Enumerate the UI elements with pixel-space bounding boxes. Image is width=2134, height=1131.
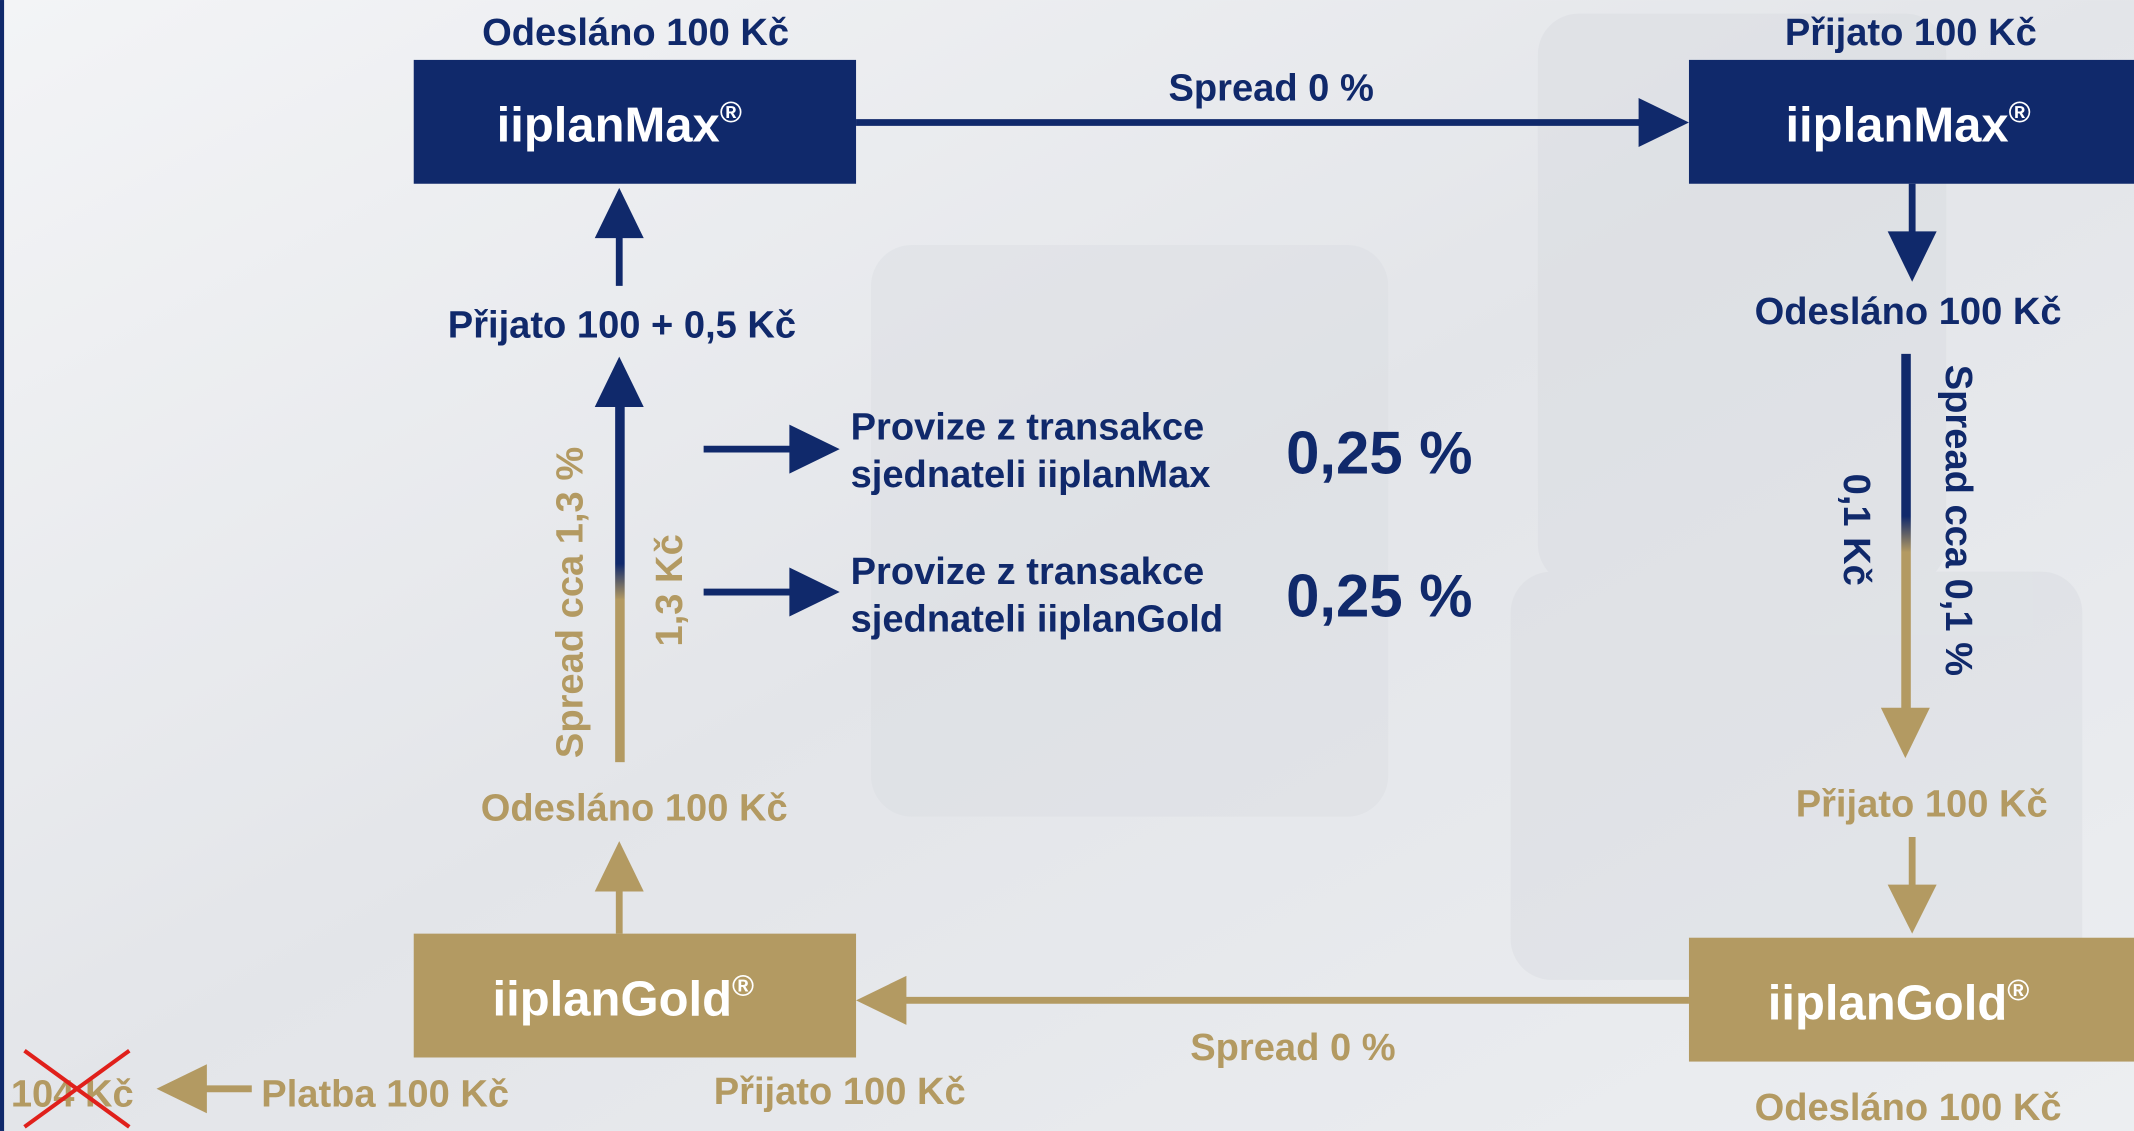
commission-rate: 0,25 % (1286, 563, 1472, 630)
label: Odesláno 100 Kč (1755, 291, 2062, 333)
label: Přijato 100 Kč (1785, 12, 2037, 54)
label: Odesláno 100 Kč (481, 788, 788, 830)
label: Přijato 100 Kč (714, 1071, 966, 1113)
label: Přijato 100 + 0,5 Kč (448, 305, 796, 347)
commission-rate: 0,25 % (1286, 420, 1472, 487)
box-name: iiplanMax (497, 99, 720, 153)
box-name: iiplanGold (1768, 976, 2007, 1030)
box-name: iiplanGold (493, 972, 732, 1026)
label: Přijato 100 Kč (1796, 784, 2048, 826)
box-label: iiplanMax® (1785, 97, 2030, 153)
reg-mark: ® (732, 970, 754, 1003)
page: iiplanMax® iiplanMax® iiplanGold® iiplan… (0, 0, 2134, 1131)
label-vertical: Spread cca 1,3 % (549, 447, 591, 758)
diagram: iiplanMax® iiplanMax® iiplanGold® iiplan… (0, 0, 2134, 1131)
label: Odesláno 100 Kč (1755, 1087, 2062, 1129)
label: Odesláno 100 Kč (482, 12, 789, 54)
reg-mark: ® (2007, 974, 2029, 1007)
box-label: iiplanGold® (493, 970, 755, 1026)
box-label: iiplanGold® (1768, 974, 2030, 1030)
label-vertical: 0,1 Kč (1835, 474, 1877, 586)
label-vertical: Spread cca 0,1 % (1937, 365, 1979, 676)
label-vertical: 1,3 Kč (649, 534, 691, 646)
label: Spread 0 % (1190, 1027, 1395, 1069)
box-name: iiplanMax (1785, 99, 2008, 153)
commission-line: sjednateli iiplanMax (851, 454, 1211, 496)
label: Spread 0 % (1168, 68, 1373, 110)
label: Platba 100 Kč (261, 1073, 509, 1115)
commission-line: sjednateli iiplanGold (851, 599, 1224, 641)
commission-line: Provize z transakce (851, 407, 1205, 449)
commission-line: Provize z transakce (851, 551, 1205, 593)
reg-mark: ® (720, 97, 742, 130)
reg-mark: ® (2009, 97, 2031, 130)
left-border (0, 0, 4, 1131)
box-label: iiplanMax® (497, 97, 742, 153)
